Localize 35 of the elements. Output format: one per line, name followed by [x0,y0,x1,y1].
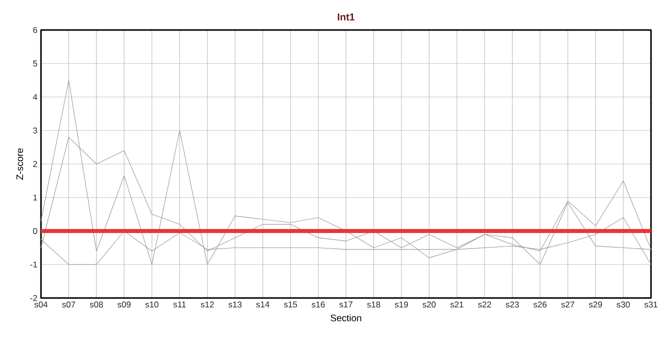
x-tick-label: s19 [394,302,408,308]
chart-title: Int1 [338,14,355,21]
y-tick-label: 1 [33,194,38,200]
x-tick-label: s21 [450,302,464,308]
x-tick-label: s29 [588,302,602,308]
y-tick-label: -2 [30,295,38,301]
x-tick-label: s14 [256,302,270,308]
x-tick-label: s22 [478,302,492,308]
x-tick-label: s10 [145,302,158,308]
x-tick-label: s15 [284,302,298,308]
y-tick-label: -1 [30,262,38,268]
x-tick-label: s07 [62,302,76,308]
x-axis-title: Section [330,314,362,322]
x-tick-label: s17 [339,302,352,308]
y-tick-label: 4 [32,94,38,100]
x-tick-label: s12 [200,302,214,308]
y-tick-label: 0 [33,228,38,234]
y-tick-label: 2 [33,161,38,167]
x-tick-label: s27 [561,302,574,308]
x-tick-label: s18 [367,302,380,308]
x-tick-label: s13 [228,302,242,308]
x-tick-label: s16 [312,302,325,308]
x-tick-label: s04 [34,302,48,308]
x-tick-label: s30 [616,302,630,308]
x-tick-label: s23 [506,302,519,308]
x-tick-label: s09 [118,302,131,308]
x-tick-label: s20 [422,302,436,308]
x-tick-label: s11 [173,302,186,308]
x-tick-label: s26 [534,302,547,308]
y-tick-label: 6 [33,27,38,33]
y-tick-label: 3 [33,128,38,134]
y-tick-label: 5 [33,60,38,66]
x-tick-label: s31 [644,302,658,308]
y-axis-title: Z-score [16,148,24,180]
x-tick-label: s08 [90,302,103,308]
